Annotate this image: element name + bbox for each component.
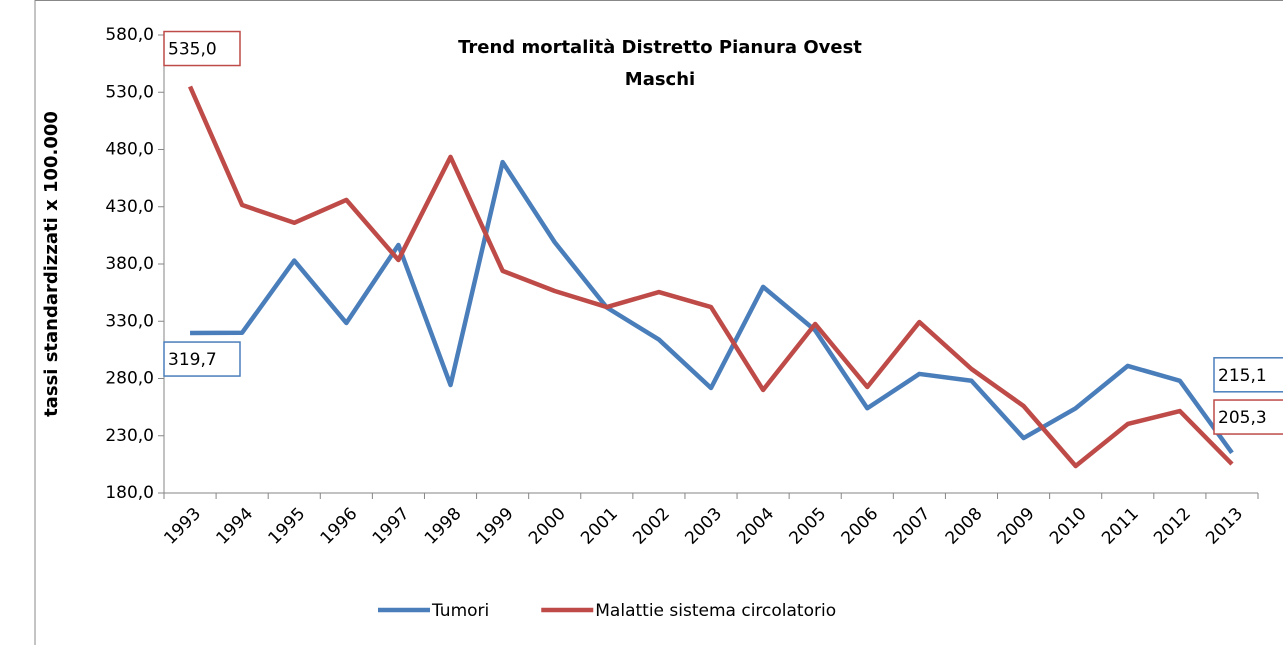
chart-title: Trend mortalità Distretto Pianura Ovest — [458, 37, 862, 58]
y-axis-title: tassi standardizzati x 100.000 — [41, 111, 62, 417]
x-tick-label: 2007 — [890, 504, 935, 549]
y-tick-label: 530,0 — [105, 82, 154, 102]
x-tick-label: 2004 — [733, 504, 778, 549]
y-tick-label: 180,0 — [105, 483, 154, 503]
chart-frame — [34, 0, 1283, 649]
value-label-box — [1213, 399, 1283, 435]
value-label: 205,3 — [1218, 408, 1267, 428]
y-tick-label: 230,0 — [105, 426, 154, 446]
x-tick-label: 2000 — [525, 504, 570, 549]
value-label-box — [163, 30, 241, 67]
series-line — [190, 159, 1234, 455]
value-label-box — [163, 341, 241, 377]
value-label: 319,7 — [168, 350, 217, 370]
x-tick-label: 1996 — [317, 504, 362, 549]
y-tick-label: 380,0 — [105, 254, 154, 274]
y-tick-label: 430,0 — [105, 197, 154, 217]
x-tick-label: 1994 — [212, 504, 257, 549]
x-tick-label: 2010 — [1046, 504, 1091, 549]
y-tick-label: 480,0 — [105, 140, 154, 160]
x-tick-label: 1997 — [369, 504, 414, 549]
y-tick-label: 280,0 — [105, 369, 154, 389]
x-tick-label: 1999 — [473, 504, 518, 549]
x-tick-label: 2012 — [1150, 504, 1195, 549]
x-tick-label: 2005 — [786, 504, 831, 549]
x-tick-label: 1993 — [160, 504, 205, 549]
x-tick-label: 2008 — [942, 504, 987, 549]
x-tick-label: 2013 — [1202, 504, 1247, 549]
chart-title: Maschi — [625, 69, 695, 90]
x-tick-label: 2009 — [994, 504, 1039, 549]
y-tick-label: 330,0 — [105, 311, 154, 331]
x-tick-label: 2001 — [577, 504, 622, 549]
value-label-box — [1213, 357, 1283, 393]
value-label: 215,1 — [1218, 366, 1267, 386]
x-tick-label: 1998 — [421, 504, 466, 549]
y-tick-label: 580,0 — [105, 25, 154, 45]
x-tick-label: 2011 — [1098, 504, 1143, 549]
x-tick-label: 2002 — [629, 504, 674, 549]
x-tick-label: 2006 — [838, 504, 883, 549]
series-line — [187, 85, 1234, 469]
x-tick-label: 2003 — [681, 504, 726, 549]
x-tick-label: 1995 — [265, 504, 310, 549]
value-label: 535,0 — [168, 40, 217, 60]
legend-label: Malattie sistema circolatorio — [595, 601, 836, 621]
legend-label: Tumori — [431, 601, 489, 621]
